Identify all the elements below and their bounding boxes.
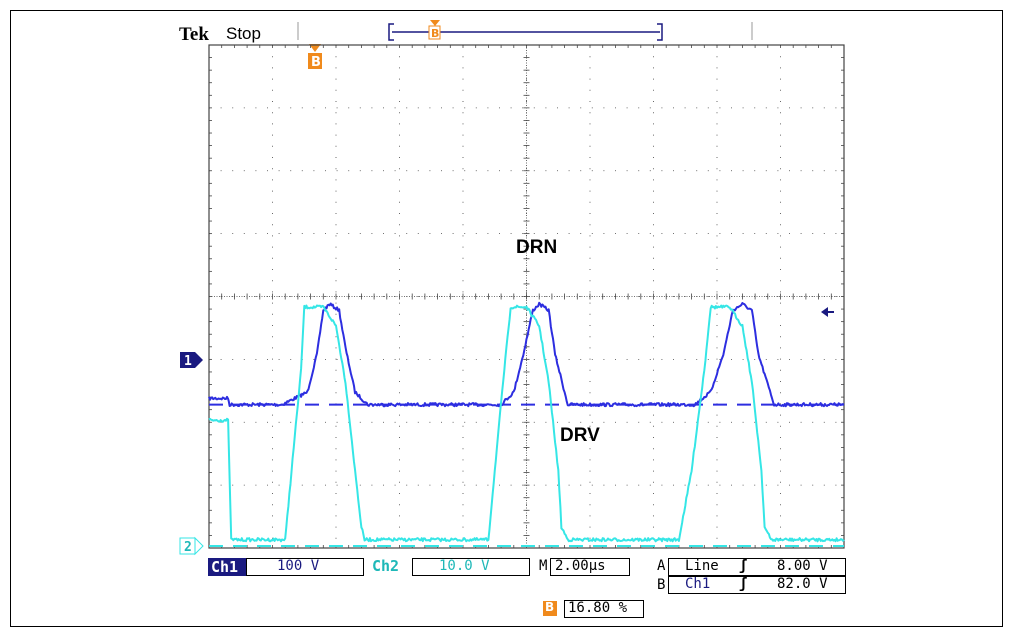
traces: [208, 301, 845, 547]
drv-trace: [208, 304, 845, 543]
position-marker-label: B: [545, 600, 555, 614]
trigger-b-slope-icon: ʃ: [739, 576, 748, 592]
brand-label: Tek: [179, 24, 209, 45]
ch1-label: Ch1: [211, 558, 239, 576]
timebase-scale: 2.00µs: [555, 558, 606, 574]
ch2-ground-marker: 2: [179, 536, 204, 556]
trigger-b-source: Ch1: [685, 576, 711, 592]
ch1-marker-label: 1: [184, 354, 192, 369]
drn-trace: [208, 301, 845, 408]
status-label: Stop: [226, 24, 261, 43]
ch2-scale: 10.0 V: [439, 558, 490, 574]
ch1-badge: Ch1: [208, 558, 246, 576]
graticule: [208, 44, 845, 549]
ch2-scale-box: 10.0 V: [412, 558, 530, 576]
trigger-b-level: 82.0 V: [777, 576, 828, 592]
position-marker-badge: B: [543, 600, 557, 616]
timebase-box: 2.00µs: [550, 558, 630, 576]
trigger-b-box: Ch1 ʃ 82.0 V: [668, 576, 846, 594]
trigger-level-arrow: [821, 307, 834, 317]
figure-frame: [10, 10, 1003, 627]
trigger-marker-label: B: [311, 55, 321, 70]
trigger-a-level: 8.00 V: [777, 558, 828, 574]
ch1-ground-marker: 1: [180, 352, 203, 369]
trigger-position-marker: B: [308, 44, 322, 70]
drn-label: DRN: [516, 237, 557, 258]
trigger-position: 16.80 %: [568, 600, 628, 616]
trigger-a-source: Line: [685, 558, 719, 574]
bracket-trigger-marker: B: [431, 27, 439, 40]
ch1-scale: 100 V: [277, 558, 320, 574]
ch2-label: Ch2: [372, 557, 400, 575]
trigger-a-box: Line ʃ 8.00 V: [668, 558, 846, 576]
drv-label: DRV: [560, 425, 600, 446]
trigger-b-label: B: [657, 577, 666, 593]
trigger-a-label: A: [657, 558, 666, 574]
record-window-bracket: B: [388, 20, 663, 41]
timebase-label: M: [539, 558, 548, 574]
trigger-a-slope-icon: ʃ: [739, 558, 748, 574]
ch1-scale-box: 100 V: [246, 558, 364, 576]
ch2-marker-label: 2: [184, 540, 192, 555]
trigger-position-box: 16.80 %: [564, 600, 644, 618]
